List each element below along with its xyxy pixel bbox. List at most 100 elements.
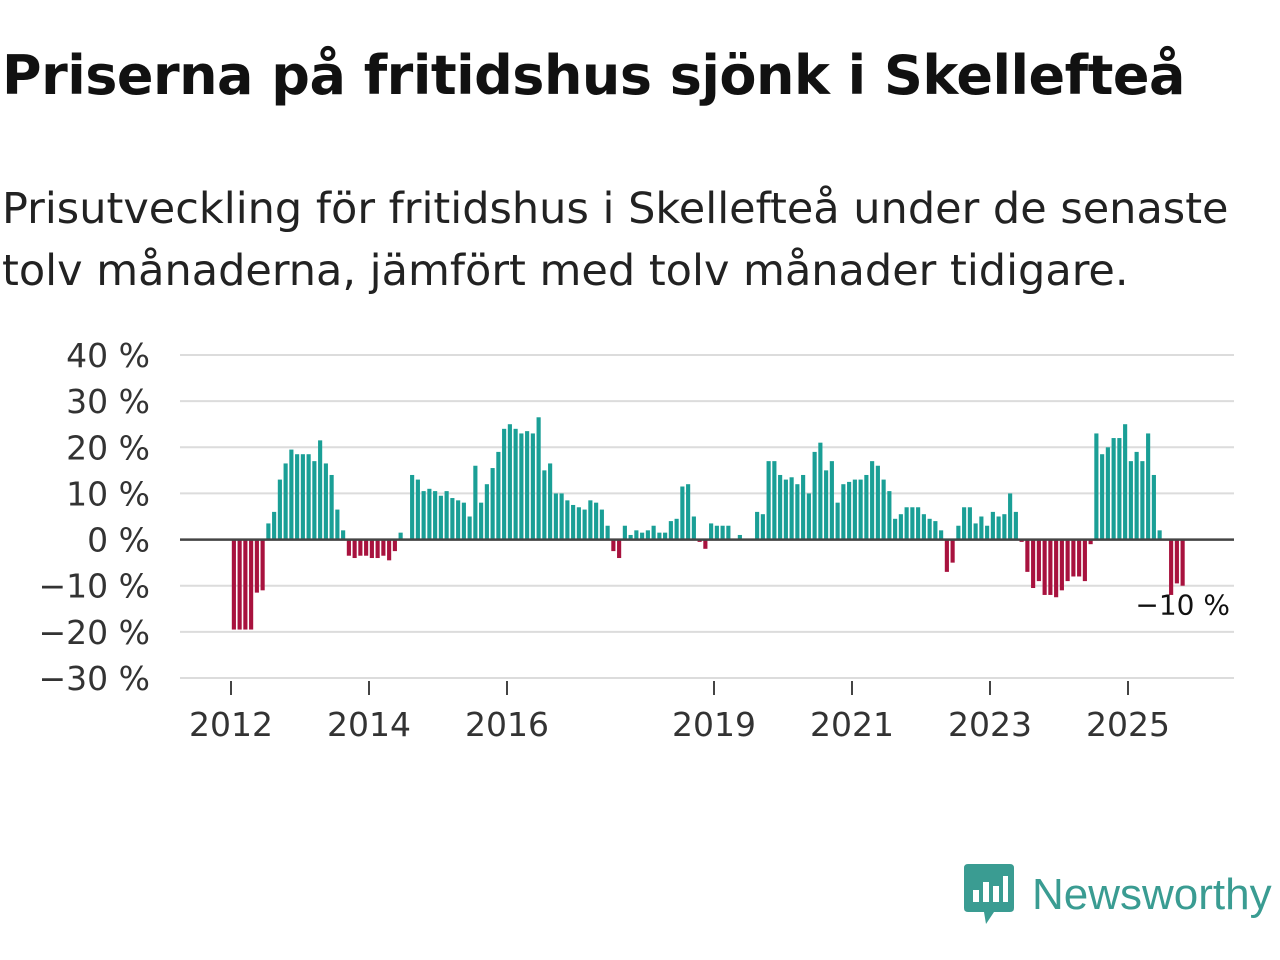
bar [427, 488, 432, 540]
x-tick-label: 2025 [1086, 705, 1170, 744]
bar [381, 539, 386, 556]
bar [852, 479, 857, 540]
bar [990, 511, 995, 540]
bar [1134, 451, 1139, 540]
bar [628, 534, 633, 540]
bar [956, 525, 961, 540]
bar [829, 461, 834, 540]
bar [772, 461, 777, 540]
bar [415, 479, 420, 540]
x-tick-label: 2012 [189, 705, 273, 744]
bar [760, 514, 765, 540]
bar [663, 532, 668, 540]
y-tick-label: −20 % [39, 613, 151, 652]
bar [329, 474, 334, 540]
x-tick-label: 2016 [465, 705, 549, 744]
bar [231, 539, 236, 630]
bar [1065, 539, 1070, 582]
bar [1048, 539, 1053, 595]
bar [1094, 433, 1099, 540]
bar [1082, 539, 1087, 582]
bar [778, 474, 783, 540]
x-tick-label: 2021 [810, 705, 894, 744]
bar [352, 539, 357, 559]
bar [766, 461, 771, 540]
bar [249, 539, 254, 630]
bar [479, 502, 484, 540]
bar [289, 449, 294, 540]
bar [588, 500, 593, 540]
bar [237, 539, 242, 630]
bar [559, 493, 564, 540]
bar [375, 539, 380, 559]
bar [893, 518, 898, 540]
bar [939, 530, 944, 540]
bar [571, 504, 576, 540]
bar [1123, 424, 1128, 540]
bar [536, 417, 541, 540]
bar [1071, 539, 1076, 577]
y-axis-labels: 40 % 30 % 20 % 10 % 0 % −10 % −20 % −30 % [39, 336, 151, 698]
bar [254, 539, 259, 593]
bar [910, 507, 915, 540]
bar [398, 532, 403, 540]
bar [283, 463, 288, 540]
bar [1008, 493, 1013, 540]
bar [433, 491, 438, 540]
bar [1105, 447, 1110, 540]
bar [1157, 530, 1162, 540]
bar [576, 507, 581, 540]
bar [318, 440, 323, 540]
bar [812, 451, 817, 540]
bar [312, 461, 317, 540]
bar [927, 518, 932, 540]
bar [502, 428, 507, 540]
bar [266, 523, 271, 540]
bar [611, 539, 616, 552]
bar [484, 484, 489, 540]
bar [622, 525, 627, 540]
y-tick-label: −30 % [39, 659, 151, 698]
bar [519, 433, 524, 540]
bar [1117, 438, 1122, 540]
chart-title: Priserna på fritidshus sjönk i Skellefte… [2, 44, 1185, 107]
bar [341, 530, 346, 540]
bar [392, 539, 397, 552]
x-axis: 2012 2014 2016 2019 2021 2023 2025 [189, 681, 1170, 744]
bar [369, 539, 374, 559]
annotations: −10 % [1135, 589, 1230, 622]
bar [300, 454, 305, 540]
bar [553, 493, 558, 540]
bar [1174, 539, 1179, 584]
bar [272, 511, 277, 540]
bar [755, 511, 760, 540]
bar [801, 474, 806, 540]
x-tick-label: 2019 [672, 705, 756, 744]
bar [806, 493, 811, 540]
bar [887, 491, 892, 540]
bar [973, 523, 978, 540]
bar [818, 442, 823, 540]
y-tick-label: 0 % [87, 521, 150, 560]
y-tick-label: −10 % [39, 567, 151, 606]
bar [421, 491, 426, 540]
bar [525, 431, 530, 540]
bar [1088, 539, 1093, 545]
bar [881, 479, 886, 540]
bar [651, 525, 656, 540]
bar [691, 516, 696, 540]
y-tick-label: 20 % [66, 428, 150, 467]
bar [1111, 438, 1116, 540]
bar [933, 521, 938, 540]
newsworthy-logo[interactable]: Newsworthy [964, 864, 1272, 926]
bar [841, 484, 846, 540]
bar [1054, 539, 1059, 598]
bar [950, 539, 955, 563]
bar [645, 530, 650, 540]
bar [605, 525, 610, 540]
chart-subtitle: Prisutveckling för fritidshus i Skelleft… [2, 184, 1229, 296]
y-tick-label: 30 % [66, 382, 150, 421]
newsworthy-logo-icon [964, 864, 1014, 924]
bar [657, 532, 662, 540]
bar [824, 470, 829, 540]
